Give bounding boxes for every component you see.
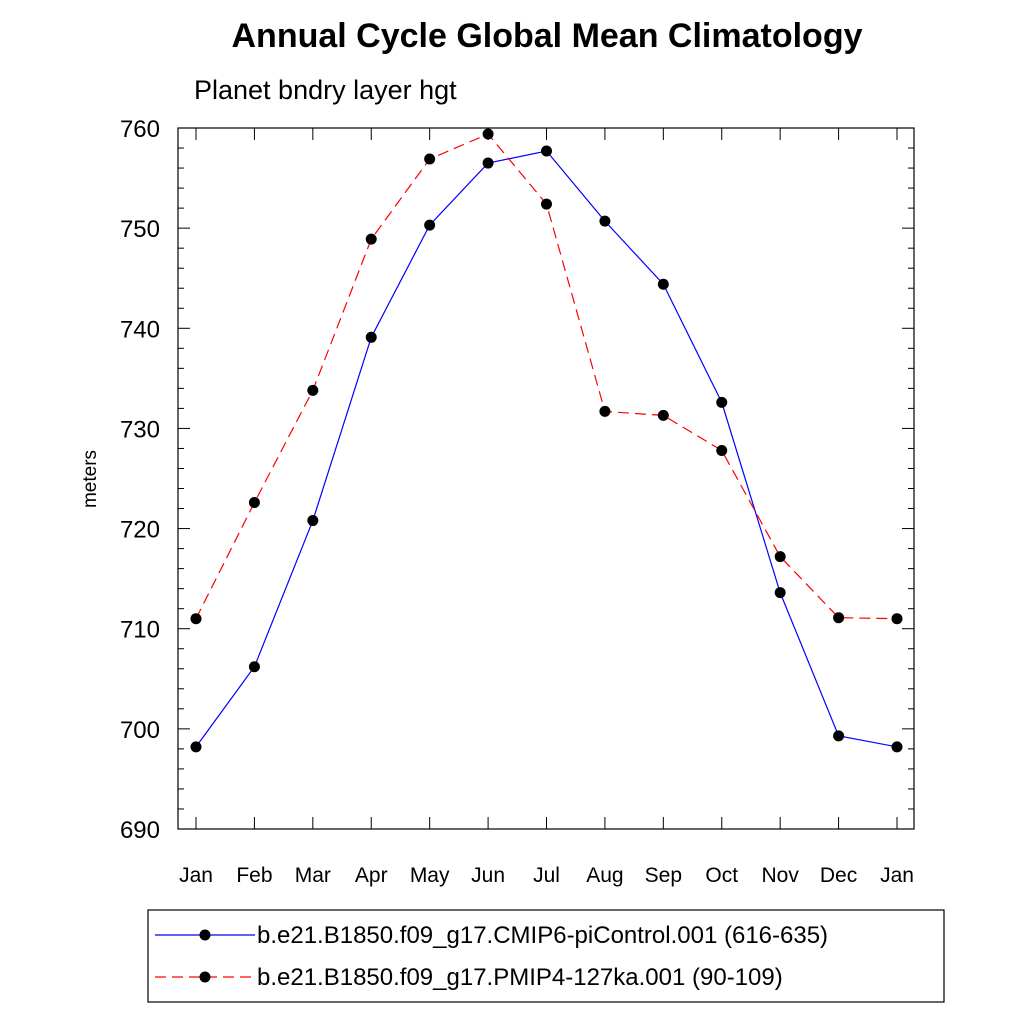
- plot-frame: [177, 127, 915, 830]
- y-tick-label: 690: [120, 817, 160, 844]
- legend-label-2: b.e21.B1850.f09_g17.PMIP4-127ka.001 (90-…: [257, 964, 783, 991]
- data-point: [599, 405, 611, 417]
- data-point: [307, 384, 319, 396]
- data-point: [774, 587, 786, 599]
- x-tick-label: Aug: [586, 864, 623, 887]
- data-point: [541, 145, 552, 157]
- data-point: [657, 409, 669, 421]
- x-tick-label: May: [410, 864, 450, 887]
- data-point: [424, 153, 436, 165]
- x-tick-label: Feb: [236, 864, 272, 887]
- legend-marker-1: [199, 929, 211, 941]
- x-tick-labels: Jan Feb Mar Apr May Jun Jul Aug Sep Oct Nov Dec Jan: [179, 864, 914, 887]
- legend-marker-2: [199, 971, 211, 983]
- data-point: [716, 396, 728, 408]
- x-tick-label: Mar: [295, 864, 331, 887]
- legend-box: [147, 909, 945, 1003]
- x-tick-label: Sep: [645, 864, 682, 887]
- data-point: [248, 497, 260, 509]
- x-tick-label: Jul: [533, 864, 560, 887]
- y-tick-label: 730: [120, 416, 160, 443]
- data-point: [482, 128, 494, 140]
- x-tick-label: Jun: [471, 864, 505, 887]
- x-tick-label: Jan: [880, 864, 914, 887]
- x-tick-label: Nov: [761, 864, 799, 887]
- y-tick-label: 760: [120, 116, 160, 143]
- data-point: [774, 551, 786, 563]
- y-axis-label: meters: [80, 450, 101, 508]
- data-point: [190, 741, 202, 753]
- data-point: [307, 515, 319, 527]
- series-group: [190, 128, 903, 753]
- legend-label-1: b.e21.B1850.f09_g17.CMIP6-piControl.001 …: [257, 922, 828, 949]
- chart-title: Annual Cycle Global Mean Climatology: [232, 17, 863, 55]
- data-point: [599, 215, 611, 227]
- data-point: [657, 278, 669, 290]
- legend: b.e21.B1850.f09_g17.CMIP6-piControl.001 …: [147, 909, 945, 1003]
- data-point: [716, 444, 728, 456]
- x-tick-label: Dec: [820, 864, 857, 887]
- y-tick-label: 720: [120, 517, 160, 544]
- data-point: [541, 198, 552, 210]
- data-point: [190, 613, 202, 625]
- y-tick-label: 700: [120, 717, 160, 744]
- series-line-1: [195, 150, 898, 748]
- data-point: [833, 612, 845, 624]
- data-point: [424, 219, 436, 231]
- data-point: [891, 613, 903, 625]
- data-point: [833, 730, 845, 742]
- axis-ticks: [178, 127, 914, 830]
- data-point: [365, 233, 377, 245]
- x-tick-label: Oct: [705, 864, 738, 887]
- y-tick-label: 750: [120, 216, 160, 243]
- data-point: [891, 741, 903, 753]
- x-tick-label: Apr: [355, 864, 388, 887]
- data-point: [248, 661, 260, 673]
- x-tick-label: Jan: [179, 864, 213, 887]
- data-point: [365, 331, 377, 343]
- chart-subtitle: Planet bndry layer hgt: [194, 75, 457, 105]
- y-tick-label: 710: [120, 617, 160, 644]
- data-point: [482, 157, 494, 169]
- y-tick-label: 740: [120, 316, 160, 343]
- y-tick-labels: 690 700 710 720 730 740 750 760: [120, 116, 160, 844]
